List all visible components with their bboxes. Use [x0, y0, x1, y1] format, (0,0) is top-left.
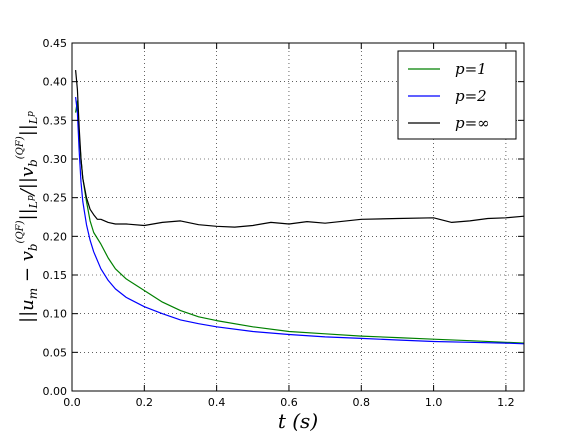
- x-axis-label: t (s): [278, 409, 318, 433]
- y-tick-label: 0.20: [43, 230, 68, 243]
- y-tick-label: 0.15: [43, 269, 68, 282]
- axis-ticks: 0.0 0.2 0.4 0.6 0.8 1.0 1.2 0.00 0.05 0.10 0.15 0.2…: [43, 37, 524, 409]
- y-tick-label: 0.10: [43, 308, 68, 321]
- y-tick-label: 0.05: [43, 346, 68, 359]
- y-tick-label: 0.25: [43, 192, 68, 205]
- series-line-3: [75, 70, 525, 228]
- x-tick-label: 0.2: [136, 396, 154, 409]
- y-tick-label: 0.30: [43, 153, 68, 166]
- x-tick-label: 0.6: [280, 396, 298, 409]
- x-tick-label: 0.8: [353, 396, 371, 409]
- series-lines: [75, 70, 525, 345]
- y-tick-label: 0.45: [43, 37, 68, 50]
- legend: p=1 p=2 p=∞: [397, 50, 517, 140]
- y-axis-label: ||um − vb(QF)||Lp/||vb(QF)||Lp: [15, 111, 40, 323]
- y-tick-label: 0.40: [43, 76, 68, 89]
- legend-label-2: p=2: [455, 87, 487, 105]
- series-line-2: [75, 97, 525, 345]
- legend-label-1: p=1: [455, 60, 487, 78]
- y-tick-label: 0.35: [43, 114, 68, 127]
- x-tick-label: 1.0: [425, 396, 443, 409]
- plot-frame: [71, 42, 525, 392]
- x-tick-label: 1.2: [497, 396, 515, 409]
- x-tick-label: 0.0: [63, 396, 81, 409]
- legend-label-3: p=∞: [455, 114, 490, 132]
- svg-text:||um − vb(QF)||Lp/||vb(QF)||Lp: ||um − vb(QF)||Lp/||vb(QF)||Lp: [15, 111, 40, 323]
- legend-box: [397, 50, 517, 140]
- y-tick-label: 0.00: [43, 385, 68, 398]
- x-tick-label: 0.4: [208, 396, 226, 409]
